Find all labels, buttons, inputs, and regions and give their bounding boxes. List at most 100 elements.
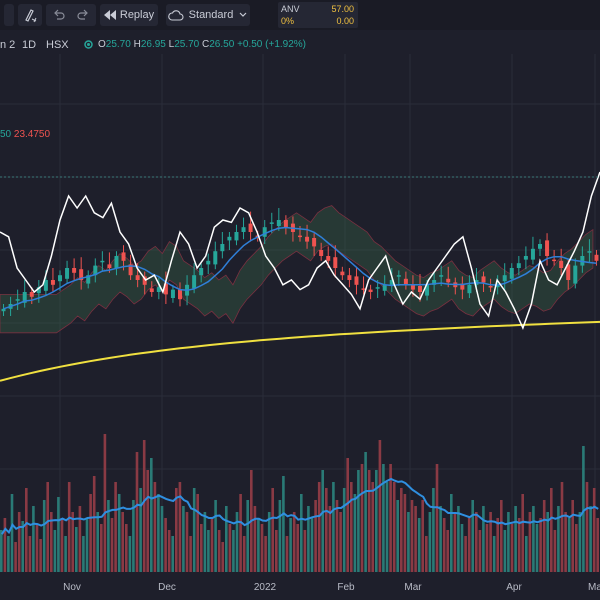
candle-body (333, 257, 338, 268)
volume-bar (464, 536, 467, 572)
volume-bar (557, 506, 560, 572)
volume-bar (125, 524, 128, 572)
candle-body (312, 238, 317, 247)
candle-body (403, 278, 408, 285)
volume-bar (160, 506, 164, 572)
candle-body (135, 275, 140, 280)
volume-bar (196, 494, 199, 572)
quote-widget[interactable]: ANV 57.00 0% 0.00 (278, 2, 358, 28)
x-tick-label: Ma (588, 582, 600, 593)
price-chart[interactable]: Nov Dec 2022 Feb Mar Apr Ma (0, 54, 600, 600)
volume-bar (232, 530, 235, 572)
volume-bar (157, 494, 160, 572)
candle-body (121, 252, 126, 261)
volume-bar (407, 512, 410, 572)
volume-bar (517, 518, 521, 572)
quote-change: 0.00 (336, 16, 354, 26)
volume-bar (3, 518, 7, 572)
volume-bar (360, 464, 364, 572)
volume-bar (478, 530, 482, 572)
volume-bar (164, 518, 167, 572)
volume-bar (325, 488, 328, 572)
volume-bar (171, 536, 174, 572)
volume-bar (485, 524, 489, 572)
volume-bar (285, 536, 289, 572)
volume-bar (328, 506, 332, 572)
volume-bar (339, 512, 342, 572)
cloud (0, 205, 594, 334)
ohlc-legend: n 2 1D HSX O25.70 H26.95 L25.70 C26.50 +… (0, 36, 600, 54)
volume-bar (585, 482, 589, 572)
volume-bar (510, 524, 514, 572)
candle-body (545, 240, 550, 256)
candle-body (1, 308, 6, 312)
volume-bar (292, 512, 296, 572)
candle-body (65, 268, 70, 279)
candle-body (248, 223, 253, 232)
candle-body (128, 264, 133, 276)
candle-body (347, 275, 352, 280)
volume-bar (378, 440, 382, 572)
x-tick-label: Mar (404, 582, 422, 593)
volume-bar (178, 482, 182, 572)
replay-button[interactable]: Replay (100, 4, 158, 26)
candle-body (509, 268, 514, 279)
layout-select[interactable]: Standard (166, 4, 250, 26)
volume-bar (85, 518, 89, 572)
volume-bar (303, 530, 307, 572)
volume-moving-average (0, 477, 599, 535)
high-value: 26.95 (140, 39, 166, 50)
volume-bar (267, 512, 271, 572)
candle-body (192, 275, 197, 289)
drawing-tool-button[interactable] (18, 4, 42, 26)
candle-body (50, 280, 55, 285)
volume-bar (28, 536, 32, 572)
candle-body (269, 222, 274, 224)
candle-body (178, 289, 182, 300)
volume-bar (592, 488, 596, 572)
volume-bar (421, 500, 424, 572)
top-toolbar: Replay Standard ANV 57.00 0% 0.00 (0, 0, 600, 30)
volume-bar (542, 500, 546, 572)
volume-bar (596, 518, 599, 572)
moving-average-yellow (0, 320, 600, 382)
candle-body (368, 289, 373, 292)
undo-icon[interactable] (52, 8, 66, 22)
volume-bar (496, 518, 499, 572)
volume-bar (146, 470, 149, 572)
volume-bar (550, 488, 553, 572)
candle-body (142, 276, 147, 285)
toolbar-edge-button[interactable] (4, 4, 14, 26)
candle-body (43, 280, 48, 291)
volume-bar (571, 500, 574, 572)
volume-bar (260, 524, 264, 572)
volume-bar (342, 488, 346, 572)
quote-change-pct: 0% (281, 16, 295, 26)
candle-body (36, 287, 41, 294)
volume-bar (39, 539, 42, 572)
volume-bar (392, 482, 396, 572)
volume-bar (14, 542, 17, 572)
candle-body (199, 268, 204, 276)
volume-bar (50, 512, 53, 572)
candle-body (107, 264, 112, 268)
volume-bar (560, 482, 564, 572)
volume-bar (128, 536, 132, 572)
volume-bar (25, 488, 28, 572)
volume-bar (410, 500, 414, 572)
candle-body (22, 292, 27, 303)
period-label[interactable]: 1D (22, 39, 37, 51)
volume-bar (446, 530, 449, 572)
candle-body (156, 287, 161, 292)
candle-body (93, 265, 98, 276)
quote-symbol: ANV (281, 4, 300, 14)
volume-bar (210, 518, 214, 572)
volume-bar (228, 524, 232, 572)
volume-bar (278, 500, 282, 572)
redo-icon[interactable] (76, 8, 90, 22)
volume-bar (53, 530, 57, 572)
ichimoku-cloud (0, 205, 594, 334)
volume-bar (350, 482, 353, 572)
volume-bar (114, 482, 117, 572)
volume-bar (150, 458, 153, 572)
